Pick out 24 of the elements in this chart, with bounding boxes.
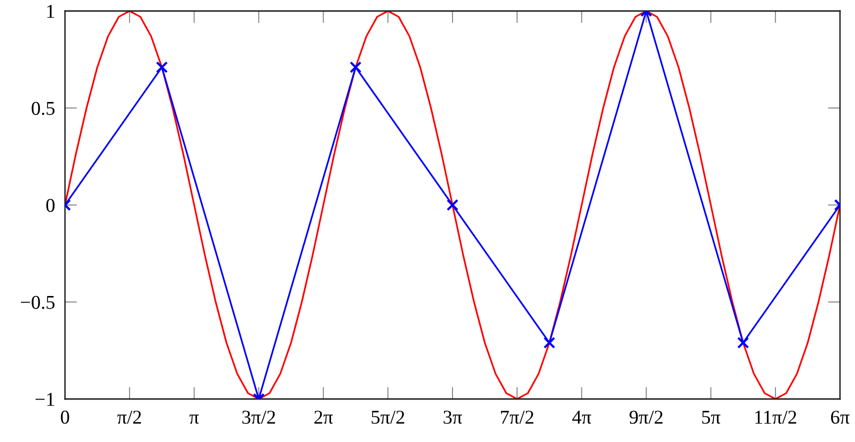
x-tick-label: π/2 [117,410,141,424]
x-tick-label: π [190,414,199,424]
point [543,336,556,349]
x-tick-label: 5π [702,410,720,424]
x-tick-label: 4π [572,410,592,424]
x-tick-label: 5π/2 [372,410,404,424]
x-tick-label: 11π/2 [755,410,796,424]
y-tick-label: −1 [36,392,54,406]
point [446,199,458,211]
y-tick-label: −0.5 [20,296,55,310]
x-tick-label: 3π [444,410,462,424]
point [350,61,362,74]
y-tick-label: 0.5 [32,102,55,116]
point [737,336,750,349]
x-tick-label: 0 [60,410,70,424]
point [156,61,168,74]
x-tick-label: 2π [314,410,333,424]
line-series [65,11,840,399]
x-tick-label: 3π/2 [242,410,276,424]
y-tick-label: 0 [46,198,55,212]
y-tick-label: 1 [47,4,54,18]
x-tick-label: 6π [831,410,850,424]
x-tick-label: 9π/2 [630,410,663,424]
x-tick-label: 7π/2 [501,410,534,424]
